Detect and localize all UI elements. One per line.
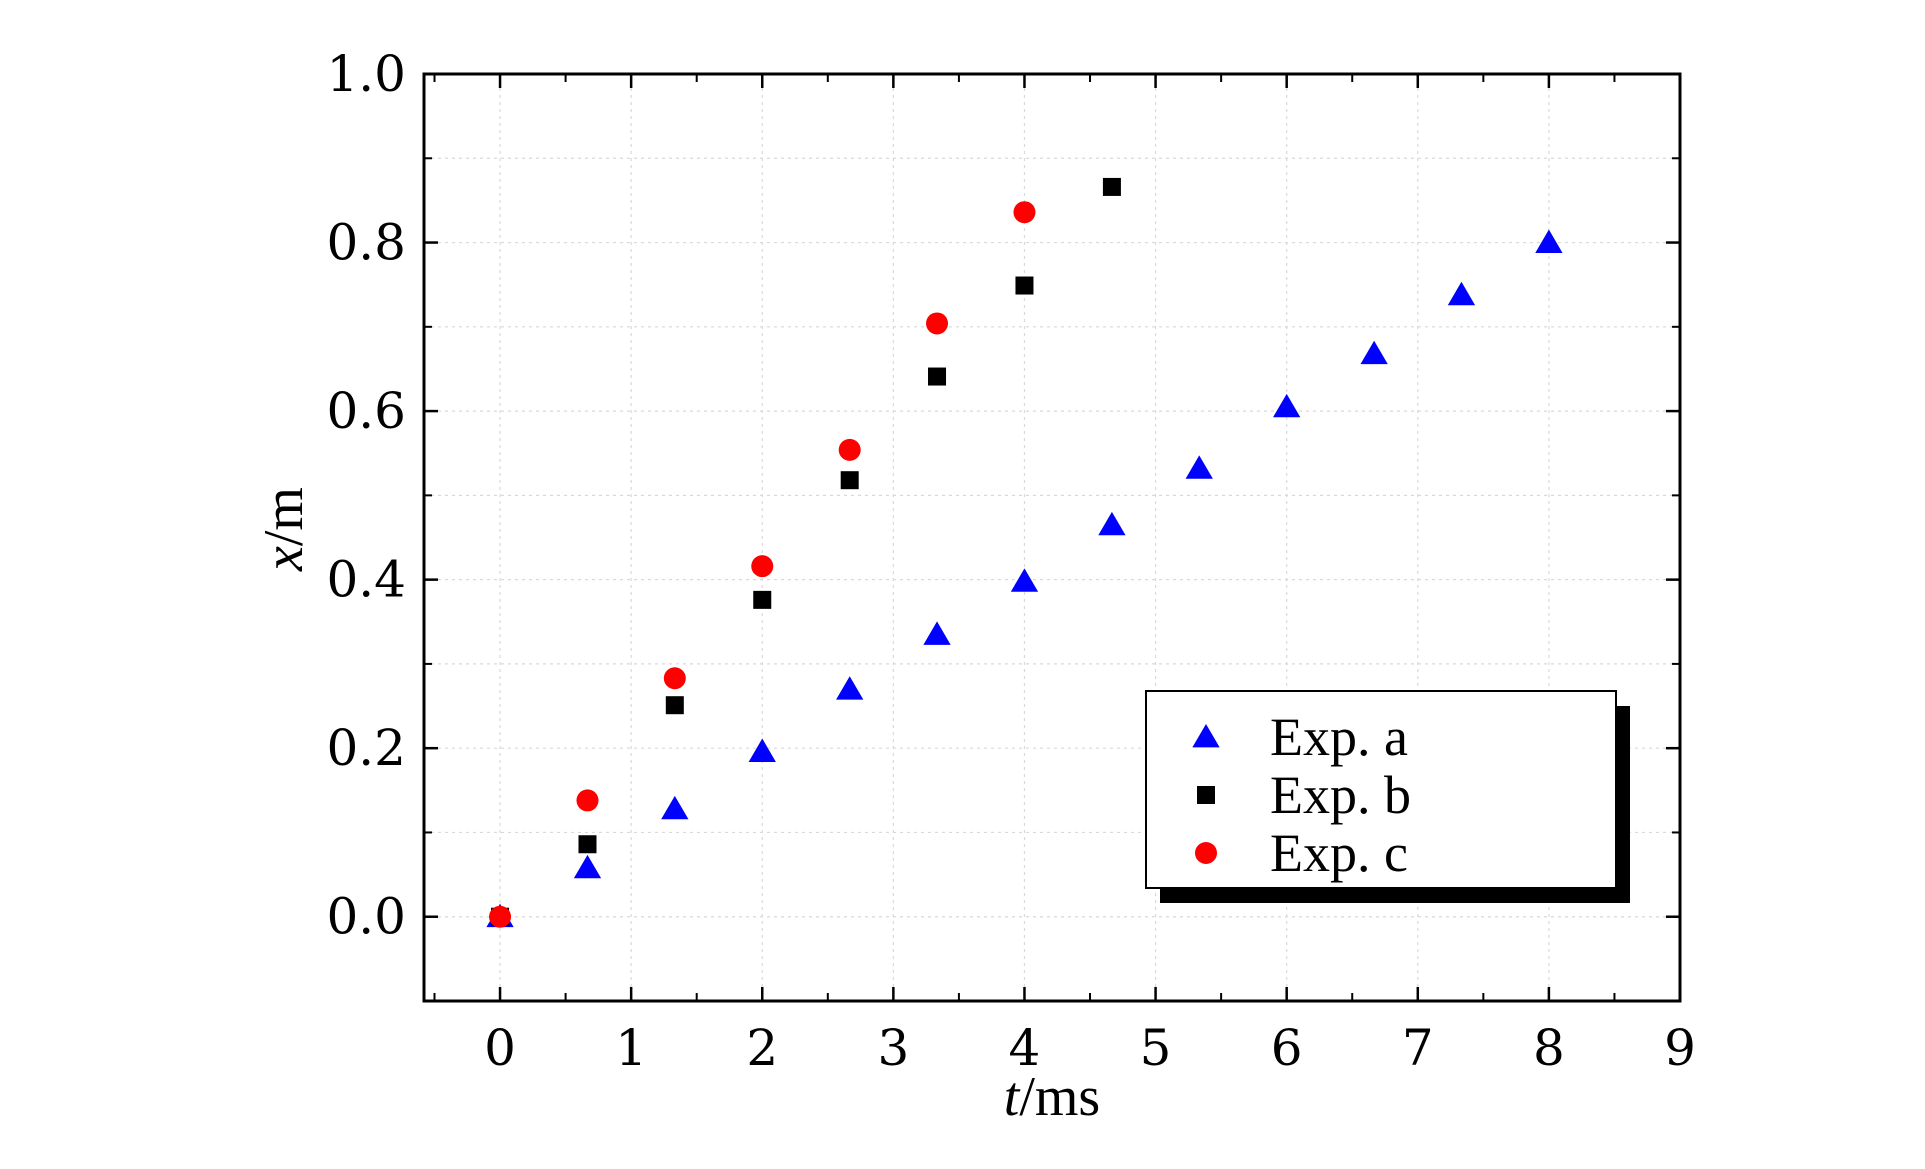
x-tick-label: 8 xyxy=(1533,1019,1565,1077)
circle-point xyxy=(489,905,512,928)
circle-point xyxy=(926,312,949,335)
legend-label: Exp. a xyxy=(1270,707,1408,767)
x-tick-label: 4 xyxy=(1009,1019,1041,1077)
x-axis-unit: /ms xyxy=(1019,1066,1100,1128)
triangle-point xyxy=(1447,281,1476,306)
triangle-point xyxy=(573,854,602,879)
triangle-point xyxy=(661,795,689,820)
square-point xyxy=(840,471,859,490)
x-tick-label: 3 xyxy=(877,1019,909,1077)
square-point xyxy=(665,696,684,715)
x-tick-label: 0 xyxy=(484,1019,516,1077)
x-tick-label: 1 xyxy=(615,1019,647,1077)
legend-circle-marker xyxy=(1195,842,1217,864)
series-exp-b xyxy=(491,177,1121,926)
triangle-point xyxy=(1535,229,1563,253)
x-tick-label: 7 xyxy=(1402,1019,1434,1077)
y-tick-label: 0.4 xyxy=(326,551,406,609)
triangle-point xyxy=(836,676,864,700)
triangle-point xyxy=(1273,393,1301,418)
triangle-point xyxy=(923,621,951,645)
triangle-point xyxy=(1360,340,1388,365)
y-tick-label: 0.6 xyxy=(326,382,406,440)
x-tick-label: 6 xyxy=(1271,1019,1303,1077)
y-tick-label: 0.2 xyxy=(326,719,406,777)
y-tick-label: 0.0 xyxy=(326,888,406,946)
circle-point xyxy=(1013,201,1036,224)
legend-label: Exp. b xyxy=(1270,765,1411,825)
y-tick-labels: 0.0 0.2 0.4 0.6 0.8 1.0 xyxy=(326,45,406,946)
square-point xyxy=(1015,276,1034,295)
circle-point xyxy=(838,438,861,461)
plot-frame xyxy=(422,72,1682,1003)
square-point xyxy=(578,835,597,854)
series-exp-a xyxy=(486,229,1563,928)
legend-square-marker xyxy=(1197,786,1215,804)
circle-point xyxy=(663,667,686,690)
square-point xyxy=(753,590,772,609)
square-point xyxy=(928,367,947,386)
triangle-point xyxy=(1185,455,1213,479)
y-axis-title: x/m xyxy=(253,487,315,572)
x-axis-variable: t xyxy=(1004,1066,1021,1128)
y-axis-variable: x xyxy=(253,546,315,572)
legend-triangle-marker xyxy=(1192,724,1220,748)
y-axis-unit: /m xyxy=(253,487,315,546)
series-exp-c xyxy=(489,201,1036,928)
triangle-point xyxy=(1098,511,1126,536)
triangle-point xyxy=(1010,568,1039,592)
x-tick-label: 2 xyxy=(746,1019,778,1077)
x-axis-title: t/ms xyxy=(1004,1066,1100,1128)
legend-label: Exp. c xyxy=(1270,823,1408,883)
circle-point xyxy=(576,789,599,812)
y-tick-label: 0.8 xyxy=(326,214,406,272)
triangle-point xyxy=(748,738,776,762)
data-points xyxy=(486,177,1563,928)
x-tick-label: 5 xyxy=(1140,1019,1172,1077)
x-tick-label: 9 xyxy=(1664,1019,1696,1077)
circle-point xyxy=(751,555,774,578)
x-tick-labels: 0 1 2 3 4 5 6 7 8 9 xyxy=(484,1019,1696,1077)
y-tick-label: 1.0 xyxy=(326,45,406,103)
square-point xyxy=(1102,177,1121,196)
legend-box xyxy=(1145,690,1617,889)
